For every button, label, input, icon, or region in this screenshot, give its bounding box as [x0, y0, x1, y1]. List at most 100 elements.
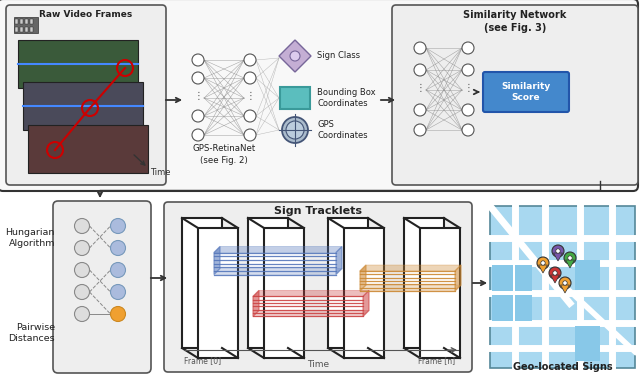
- Text: Frame [0]: Frame [0]: [184, 356, 221, 365]
- Polygon shape: [344, 228, 384, 358]
- Polygon shape: [214, 268, 342, 274]
- Bar: [575, 260, 600, 290]
- Circle shape: [74, 307, 90, 322]
- Circle shape: [462, 42, 474, 54]
- Circle shape: [192, 54, 204, 66]
- Text: Similarity
Score: Similarity Score: [501, 82, 550, 102]
- Polygon shape: [279, 40, 311, 72]
- Bar: [15, 27, 18, 32]
- Polygon shape: [538, 265, 547, 273]
- Polygon shape: [253, 290, 259, 316]
- FancyBboxPatch shape: [483, 72, 569, 112]
- Text: Similarity Network
(see Fig. 3): Similarity Network (see Fig. 3): [463, 10, 566, 33]
- Polygon shape: [554, 253, 563, 261]
- Text: Hungarian
Algorithm: Hungarian Algorithm: [6, 228, 55, 248]
- Text: GPS
Coordinates: GPS Coordinates: [317, 120, 367, 140]
- Bar: [492, 265, 513, 291]
- Circle shape: [244, 129, 256, 141]
- Circle shape: [414, 124, 426, 136]
- Circle shape: [74, 240, 90, 256]
- FancyBboxPatch shape: [392, 5, 638, 185]
- Bar: [492, 295, 513, 321]
- FancyBboxPatch shape: [53, 201, 151, 373]
- Circle shape: [553, 271, 557, 275]
- Circle shape: [244, 110, 256, 122]
- Polygon shape: [566, 260, 575, 268]
- FancyBboxPatch shape: [164, 202, 472, 372]
- Bar: [30, 19, 33, 24]
- Polygon shape: [264, 228, 304, 358]
- Text: Time: Time: [150, 168, 170, 177]
- FancyBboxPatch shape: [6, 5, 166, 185]
- Circle shape: [559, 277, 571, 289]
- Circle shape: [552, 245, 564, 257]
- Circle shape: [74, 262, 90, 277]
- Circle shape: [74, 218, 90, 234]
- Bar: [280, 87, 310, 109]
- Circle shape: [192, 129, 204, 141]
- Polygon shape: [550, 275, 559, 283]
- Polygon shape: [455, 265, 461, 291]
- Circle shape: [244, 54, 256, 66]
- Text: ⋮: ⋮: [415, 83, 425, 93]
- Bar: [20, 27, 23, 32]
- Circle shape: [541, 261, 545, 265]
- Circle shape: [414, 104, 426, 116]
- Circle shape: [111, 240, 125, 256]
- Polygon shape: [328, 218, 368, 348]
- Circle shape: [111, 218, 125, 234]
- Bar: [25, 27, 28, 32]
- Polygon shape: [248, 218, 288, 348]
- Bar: [28, 125, 148, 173]
- Text: Sign Class: Sign Class: [317, 51, 360, 60]
- Polygon shape: [404, 218, 444, 348]
- Circle shape: [111, 262, 125, 277]
- Polygon shape: [561, 285, 570, 293]
- Text: Raw Video Frames: Raw Video Frames: [40, 10, 132, 19]
- Text: ⋮: ⋮: [245, 91, 255, 101]
- Circle shape: [282, 117, 308, 143]
- Polygon shape: [253, 310, 369, 316]
- Circle shape: [286, 121, 304, 139]
- Circle shape: [111, 307, 125, 322]
- Circle shape: [244, 72, 256, 84]
- Text: Frame [n]: Frame [n]: [418, 356, 455, 365]
- Bar: [23, 82, 143, 130]
- Polygon shape: [198, 228, 238, 358]
- Circle shape: [462, 124, 474, 136]
- Polygon shape: [360, 285, 461, 291]
- Polygon shape: [336, 246, 342, 274]
- Text: ⋮: ⋮: [463, 83, 473, 93]
- Bar: [515, 295, 532, 321]
- Text: GPS-RetinaNet
(see Fig. 2): GPS-RetinaNet (see Fig. 2): [193, 144, 255, 165]
- Bar: [14, 17, 38, 33]
- Circle shape: [192, 72, 204, 84]
- Bar: [30, 27, 33, 32]
- Circle shape: [568, 256, 572, 260]
- Text: ⋮: ⋮: [193, 91, 203, 101]
- Polygon shape: [214, 246, 342, 253]
- Polygon shape: [363, 290, 369, 316]
- Polygon shape: [420, 228, 460, 358]
- Circle shape: [563, 281, 567, 285]
- Polygon shape: [214, 246, 220, 274]
- Circle shape: [111, 285, 125, 299]
- Circle shape: [74, 285, 90, 299]
- Circle shape: [564, 252, 576, 264]
- Circle shape: [462, 64, 474, 76]
- Circle shape: [290, 51, 300, 61]
- Circle shape: [556, 249, 560, 253]
- Bar: [20, 19, 23, 24]
- Circle shape: [192, 110, 204, 122]
- Bar: [25, 19, 28, 24]
- Bar: [515, 265, 532, 291]
- Text: Sign Tracklets: Sign Tracklets: [274, 206, 362, 216]
- Bar: [490, 206, 635, 368]
- Circle shape: [549, 267, 561, 279]
- Text: Bounding Box
Coordinates: Bounding Box Coordinates: [317, 88, 376, 108]
- Bar: [575, 326, 600, 361]
- Bar: [18, 40, 138, 88]
- Polygon shape: [182, 218, 222, 348]
- Circle shape: [414, 64, 426, 76]
- FancyBboxPatch shape: [0, 0, 638, 191]
